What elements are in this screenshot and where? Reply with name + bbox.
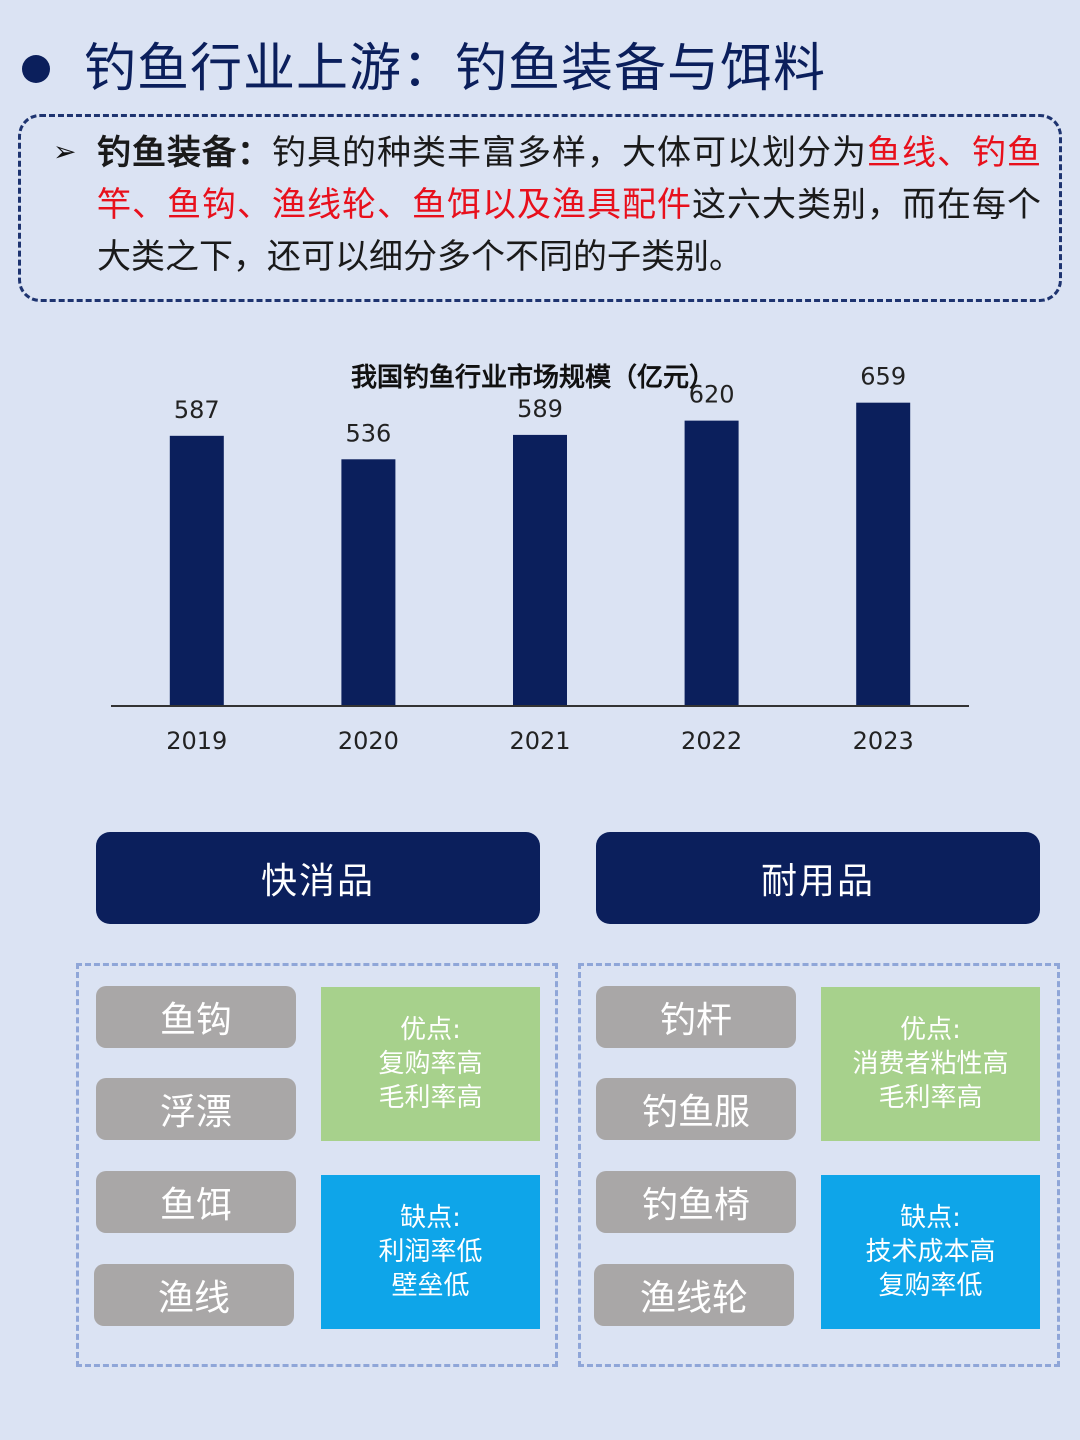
intro-text-before: 钓具的种类丰富多样，大体可以划分为 [272,133,867,173]
data-label-2022: 620 [689,381,735,409]
durable-item: 钓鱼服 [596,1078,796,1140]
bar-2023 [856,402,911,706]
bar-2020 [341,459,396,706]
intro-bold-label: 钓鱼装备： [97,133,272,173]
pros-line: 消费者粘性高 [852,1049,1009,1079]
durable-pros-box: 优点: 消费者粘性高 毛利率高 [821,987,1040,1141]
data-label-2023: 659 [860,363,906,391]
cons-line: 壁垒低 [391,1271,470,1301]
durable-item: 钓杆 [596,986,796,1048]
x-tick-2023: 2023 [853,727,914,755]
cons-line: 复购率低 [878,1271,983,1301]
durable-header: 耐用品 [596,832,1040,924]
bar-2019 [169,435,224,706]
cons-title: 缺点: [900,1203,961,1233]
fmcg-group: 鱼钩 浮漂 鱼饵 渔线 优点: 复购率高 毛利率高 缺点: 利润率低 壁垒低 [76,963,558,1367]
intro-box: ➢ 钓鱼装备：钓具的种类丰富多样，大体可以划分为鱼线、钓鱼竿、鱼钩、渔线轮、鱼饵… [18,114,1062,302]
pros-title: 优点: [400,1015,461,1045]
pros-line: 复购率高 [378,1049,483,1079]
cons-line: 技术成本高 [865,1237,996,1267]
durable-group: 钓杆 钓鱼服 钓鱼椅 渔线轮 优点: 消费者粘性高 毛利率高 缺点: 技术成本高… [578,963,1060,1367]
fmcg-item: 鱼钩 [96,986,296,1048]
chart-title: 我国钓鱼行业市场规模（亿元） [351,362,715,393]
pros-line: 毛利率高 [378,1083,483,1113]
cons-line: 利润率低 [378,1237,483,1267]
chart-svg: 我国钓鱼行业市场规模（亿元） 587 2019 536 2020 589 2021 620 2… [111,362,969,755]
bullet-dot-icon [22,55,50,83]
x-tick-2019: 2019 [166,727,227,755]
pros-line: 毛利率高 [878,1083,983,1113]
fmcg-item: 浮漂 [96,1078,296,1140]
pros-title: 优点: [900,1015,961,1045]
x-tick-2020: 2020 [338,727,399,755]
page-title: 钓鱼行业上游：钓鱼装备与饵料 [84,39,827,99]
durable-item: 钓鱼椅 [596,1171,796,1233]
bars-group: 587 2019 536 2020 589 2021 620 2022 659 2023 [166,363,913,755]
data-label-2021: 589 [517,395,563,423]
fmcg-pros-box: 优点: 复购率高 毛利率高 [321,987,540,1141]
durable-item: 渔线轮 [594,1264,794,1326]
durable-cons-box: 缺点: 技术成本高 复购率低 [821,1175,1040,1329]
market-size-chart: 我国钓鱼行业市场规模（亿元） 587 2019 536 2020 589 2021 620 2… [0,340,1080,780]
x-tick-2022: 2022 [681,727,742,755]
cons-title: 缺点: [400,1203,461,1233]
fmcg-item: 鱼饵 [96,1171,296,1233]
fmcg-header: 快消品 [96,832,540,924]
fmcg-item: 渔线 [94,1264,294,1326]
bar-2021 [513,434,567,706]
data-label-2020: 536 [345,419,391,447]
bar-2022 [684,420,739,706]
intro-text: 钓鱼装备：钓具的种类丰富多样，大体可以划分为鱼线、钓鱼竿、鱼钩、渔线轮、鱼饵以及… [97,127,1041,283]
fmcg-cons-box: 缺点: 利润率低 壁垒低 [321,1175,540,1329]
page-title-row: 钓鱼行业上游：钓鱼装备与饵料 [22,34,826,104]
x-tick-2021: 2021 [509,727,570,755]
intro-text-after: 这六大类别，而在每个大类之下，还可以细分多个不同的子类别。 [97,185,1041,277]
data-label-2019: 587 [174,396,220,424]
arrow-bullet-icon: ➢ [53,135,77,168]
intro-highlight: 鱼线、钓鱼竿、鱼钩、渔线轮、鱼饵以及渔具配件 [97,133,1041,225]
